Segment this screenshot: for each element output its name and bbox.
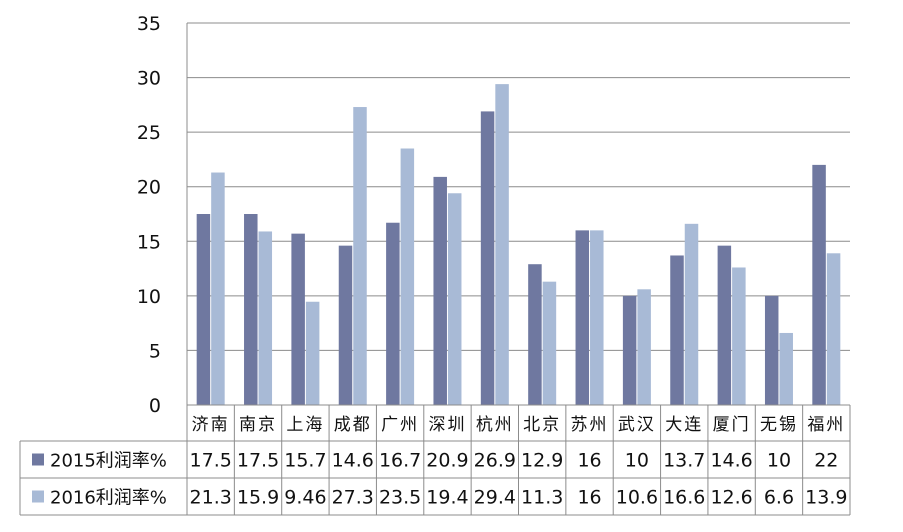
category-label: 大连: [665, 415, 703, 435]
bar-1-3: [338, 245, 353, 405]
legend-label-2: 2016利润率%: [50, 488, 167, 509]
category-label: 杭州: [476, 415, 514, 435]
bar-1-0: [196, 214, 211, 405]
table-value-2: 29.4: [474, 487, 516, 509]
y-tick-label: 30: [137, 68, 161, 90]
table-value-2: 9.46: [284, 487, 326, 509]
table-value-2: 15.9: [237, 487, 279, 509]
table-value-2: 27.3: [332, 487, 374, 509]
table-value-2: 6.6: [764, 487, 794, 509]
table-value-1: 17.5: [237, 450, 279, 472]
table-value-1: 10: [767, 450, 791, 472]
bar-1-1: [244, 214, 258, 405]
y-axis-tick-labels: 0 5 10 15 20 25 30 35: [137, 13, 161, 417]
table-value-2: 23.5: [379, 487, 421, 509]
legend-key-2: [32, 490, 44, 503]
category-label: 无锡: [760, 415, 798, 435]
table-value-1: 20.9: [426, 450, 468, 472]
bar-1-10: [670, 255, 684, 405]
y-tick-label: 0: [149, 395, 161, 417]
category-label: 福州: [807, 415, 845, 435]
bar-2-7: [542, 281, 557, 405]
category-label: 苏州: [571, 415, 609, 435]
category-label: 北京: [523, 415, 561, 435]
table-value-2: 13.9: [805, 487, 847, 509]
table-value-1: 17.5: [190, 450, 232, 472]
bar-2-4: [400, 148, 415, 405]
y-tick-label: 25: [137, 122, 161, 144]
table-value-1: 16.7: [379, 450, 421, 472]
table-value-1: 12.9: [521, 450, 563, 472]
category-label: 上海: [286, 415, 324, 435]
y-tick-label: 10: [137, 286, 161, 308]
bar-2-3: [353, 107, 367, 405]
data-table: 济南 南京 上海 成都 广州 深圳 杭州 北京 苏州 武汉 大连 厦门 无锡 福州 2015利润率% 17.5…: [19, 405, 851, 516]
bar-2-6: [495, 84, 509, 406]
bar-1-2: [291, 233, 305, 405]
category-label: 南京: [239, 415, 277, 435]
bars: [196, 84, 841, 406]
y-tick-label: 15: [137, 231, 161, 253]
table-value-2: 16: [577, 487, 601, 509]
category-label: 武汉: [618, 415, 656, 435]
table-value-1: 16: [577, 450, 601, 472]
category-label: 深圳: [428, 415, 466, 435]
table-value-1: 14.6: [332, 450, 374, 472]
table-value-1: 22: [814, 450, 838, 472]
y-tick-label: 20: [137, 177, 161, 199]
bar-2-12: [779, 332, 793, 405]
bar-2-1: [258, 231, 273, 405]
bar-2-5: [447, 193, 462, 405]
table-value-2: 16.6: [663, 487, 705, 509]
gridlines: [187, 22, 850, 351]
bar-1-7: [528, 264, 542, 405]
table-value-2: 10.6: [616, 487, 658, 509]
bar-1-9: [622, 295, 637, 405]
table-value-1: 14.6: [710, 450, 752, 472]
bar-2-8: [590, 230, 604, 405]
bar-1-5: [433, 176, 447, 405]
y-tick-label: 35: [137, 13, 161, 35]
category-label: 成都: [334, 415, 372, 435]
bar-2-0: [211, 172, 225, 405]
table-value-1: 15.7: [284, 450, 326, 472]
bar-2-13: [826, 253, 841, 405]
legend-key-1: [32, 453, 44, 466]
legend-label-1: 2015利润率%: [50, 451, 167, 472]
bar-1-4: [386, 222, 400, 405]
bar-2-9: [637, 289, 651, 405]
table-value-2: 21.3: [190, 487, 232, 509]
category-label: 济南: [192, 415, 230, 435]
category-label: 广州: [381, 415, 419, 435]
table-value-2: 12.6: [710, 487, 752, 509]
bar-1-11: [717, 245, 732, 405]
bar-1-12: [764, 295, 779, 405]
table-value-2: 19.4: [426, 487, 468, 509]
table-value-1: 10: [625, 450, 649, 472]
bar-2-10: [684, 223, 699, 405]
table-value-2: 11.3: [521, 487, 563, 509]
table-value-1: 26.9: [474, 450, 516, 472]
bar-1-8: [575, 230, 590, 405]
table-value-1: 13.7: [663, 450, 705, 472]
bar-1-6: [480, 111, 495, 406]
category-label: 厦门: [713, 415, 751, 435]
bar-2-2: [305, 301, 320, 405]
bar-2-11: [732, 267, 746, 405]
y-tick-label: 5: [149, 340, 161, 362]
bar-1-13: [812, 164, 826, 405]
